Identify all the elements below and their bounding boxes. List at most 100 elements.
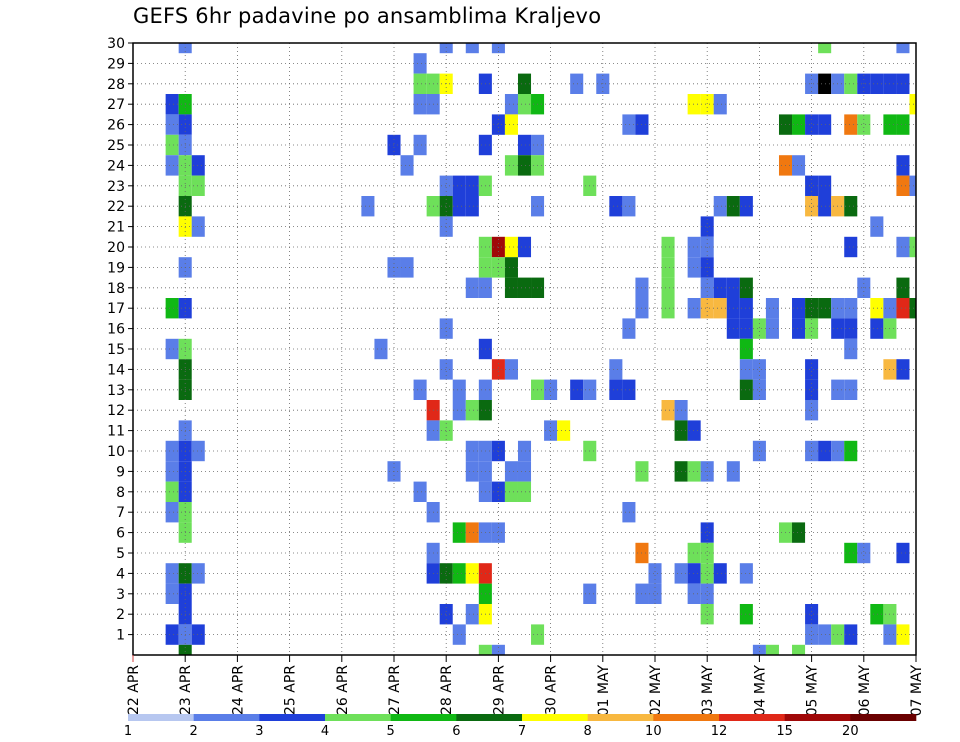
y-tick-label-14: 14 — [107, 362, 125, 378]
colorbar-swatch-8 — [653, 714, 720, 721]
cell-m0-d7 — [491, 644, 505, 655]
cell-m28-d13.25 — [818, 73, 832, 94]
cell-m19-d10.25 — [661, 257, 675, 278]
cell-m8-d7.5 — [517, 481, 532, 502]
cell-m13-d12 — [752, 379, 766, 400]
colorbar-label-2: 2 — [190, 724, 198, 739]
cell-m24-d7.25 — [504, 155, 518, 176]
cell-m0-d12.25 — [765, 644, 779, 655]
cell-m30-d6 — [439, 43, 453, 54]
x-tick-label-15: 07 MAY — [909, 665, 925, 717]
cell-m27-d11.25 — [713, 94, 727, 115]
cell-m0-d12.75 — [792, 644, 806, 655]
cell-m7-d9.5 — [622, 502, 636, 523]
cell-m22-d13 — [805, 196, 819, 217]
cell-m26-d9.5 — [622, 114, 636, 135]
x-tick-label-10: 02 MAY — [648, 665, 664, 717]
cell-m25-d0.75 — [165, 134, 179, 156]
cell-m17-d14.75 — [896, 298, 910, 319]
y-tick-label-8: 8 — [116, 485, 125, 501]
cell-m14-d9.25 — [609, 359, 623, 380]
cell-m27-d15 — [909, 94, 916, 115]
cell-m0-d12 — [752, 644, 766, 655]
cell-m16-d14.25 — [870, 318, 884, 339]
colorbar-label-6: 6 — [452, 724, 460, 739]
x-tick-label-12: 04 MAY — [752, 665, 768, 717]
cell-m14-d11.75 — [739, 359, 753, 380]
cell-m28-d7.5 — [517, 73, 532, 94]
cell-m13-d8 — [544, 379, 558, 400]
y-tick-label-7: 7 — [116, 505, 125, 521]
cell-m9-d0.75 — [165, 461, 179, 482]
x-tick-label-14: 06 MAY — [857, 665, 873, 717]
colorbar-label-7: 7 — [518, 724, 526, 739]
cell-m22-d4.5 — [361, 196, 375, 217]
y-tick-label-10: 10 — [107, 444, 125, 460]
cell-m6-d6.5 — [465, 522, 479, 543]
cells-layer — [165, 43, 916, 655]
cell-m3-d10 — [648, 583, 662, 604]
colorbar-swatch-6 — [522, 714, 588, 721]
cell-m16-d12.75 — [792, 318, 806, 339]
cell-m20-d10.75 — [687, 236, 701, 258]
cell-m9-d7.5 — [517, 461, 532, 482]
cell-m8-d5.5 — [413, 481, 427, 502]
cell-m4-d6.5 — [465, 563, 479, 584]
cell-m4-d11.75 — [739, 563, 753, 584]
cell-m0-d6.75 — [478, 644, 492, 655]
cell-m21-d6 — [439, 216, 453, 237]
cell-m4-d0.75 — [165, 563, 179, 584]
cell-m24-d1.25 — [191, 155, 205, 176]
y-tick-label-13: 13 — [107, 383, 125, 399]
y-tick-label-19: 19 — [107, 260, 125, 276]
cell-m11-d6 — [439, 420, 453, 441]
cell-m17-d12.25 — [765, 298, 779, 319]
x-tick-label-4: 26 APR — [335, 665, 351, 715]
cell-m17-d14.25 — [870, 298, 884, 319]
cell-m24-d5.25 — [400, 155, 414, 176]
cell-m22-d6 — [439, 196, 453, 217]
cell-m22-d13.25 — [818, 196, 832, 217]
x-tick-label-5: 27 APR — [387, 665, 403, 715]
y-tick-label-9: 9 — [116, 464, 125, 480]
cell-m17-d15 — [909, 298, 916, 319]
cell-m30-d7 — [491, 43, 505, 54]
cell-m10-d13.25 — [818, 440, 832, 462]
cell-m26-d14 — [857, 114, 871, 135]
cell-m2-d6.5 — [465, 604, 479, 625]
colorbar-label-10: 10 — [645, 724, 662, 739]
cell-m22-d9.25 — [609, 196, 623, 217]
cell-m23-d13 — [805, 175, 819, 196]
colorbar-label-15: 15 — [776, 724, 793, 739]
cell-m14-d12 — [752, 359, 766, 380]
cell-m18-d11.25 — [713, 277, 727, 298]
cell-m2-d13 — [805, 604, 819, 625]
cell-m27-d5.5 — [413, 94, 427, 115]
cell-m7-d0.75 — [165, 502, 179, 523]
cell-m5-d14 — [857, 542, 871, 564]
cell-m28-d14.75 — [896, 73, 910, 94]
cell-m1-d14.75 — [896, 624, 910, 645]
cell-m25-d7.5 — [517, 134, 532, 156]
cell-m23-d13.25 — [818, 175, 832, 196]
y-tick-label-30: 30 — [107, 36, 125, 52]
cell-m18-d6.5 — [465, 277, 479, 298]
cell-m16-d9.5 — [622, 318, 636, 339]
colorbar-swatch-3 — [325, 714, 391, 721]
cell-m17-d0.75 — [165, 298, 179, 319]
cell-m3-d0.75 — [165, 583, 179, 604]
cell-m24-d14.75 — [896, 155, 910, 176]
colorbar-swatch-5 — [456, 714, 523, 721]
cell-m18-d7.25 — [504, 277, 518, 298]
y-tick-label-17: 17 — [107, 301, 125, 317]
x-tick-label-1: 23 APR — [178, 665, 194, 715]
cell-m28-d8.5 — [570, 73, 584, 94]
cell-m26-d7.25 — [504, 114, 518, 135]
colorbar-label-5: 5 — [387, 724, 395, 739]
cell-m26-d12.75 — [792, 114, 806, 135]
colorbar-label-12: 12 — [711, 724, 728, 739]
cell-m20-d7.25 — [504, 236, 518, 258]
cell-m6-d11 — [700, 522, 714, 543]
cell-m5-d13.75 — [844, 542, 858, 564]
y-tick-label-28: 28 — [107, 77, 125, 93]
